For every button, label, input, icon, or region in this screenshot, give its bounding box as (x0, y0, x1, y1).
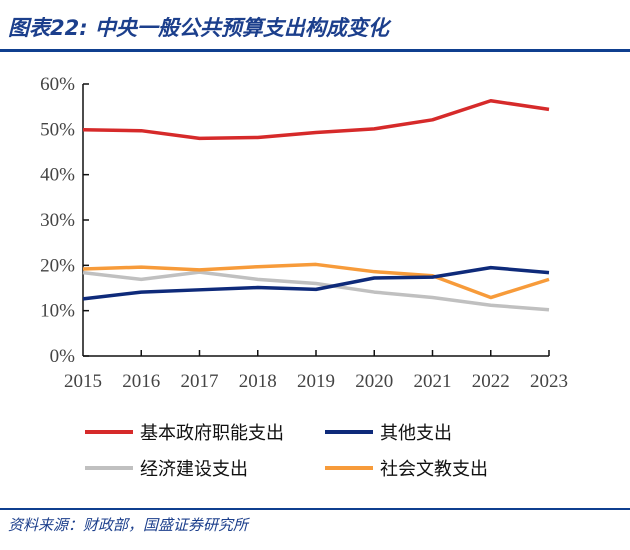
legend-label: 社会文教支出 (380, 459, 488, 480)
legend-label: 基本政府职能支出 (140, 423, 284, 444)
line-chart: 0% 10% 20% 30% 40% 50% 60% 2015 2016 2017 2018 2019… (40, 74, 568, 480)
series-line-0 (82, 99, 550, 141)
title-divider (0, 49, 630, 52)
y-tick-label: 0% (50, 346, 76, 367)
y-tick-label: 40% (40, 165, 75, 186)
legend-label: 经济建设支出 (140, 459, 248, 480)
x-tick-label: 2020 (355, 371, 393, 392)
x-tick-label: 2021 (414, 371, 452, 392)
y-tick-label: 50% (40, 119, 75, 140)
x-tick-label: 2022 (472, 371, 510, 392)
x-tick-label: 2019 (297, 371, 335, 392)
x-tick-label: 2023 (530, 371, 568, 392)
x-tick-label: 2018 (239, 371, 277, 392)
source-divider (0, 508, 630, 510)
y-tick-label: 60% (40, 74, 75, 95)
x-tick-label: 2015 (64, 371, 102, 392)
source-note: 资料来源：财政部，国盛证券研究所 (8, 516, 249, 534)
x-tick-label: 2016 (122, 371, 160, 392)
y-tick-label: 20% (40, 255, 75, 276)
x-tick-label: 2017 (181, 371, 219, 392)
chart-title: 图表22: 中央一般公共预算支出构成变化 (8, 16, 389, 40)
y-tick-label: 10% (40, 301, 75, 322)
y-tick-label: 30% (40, 210, 75, 231)
legend-label: 其他支出 (380, 423, 452, 444)
